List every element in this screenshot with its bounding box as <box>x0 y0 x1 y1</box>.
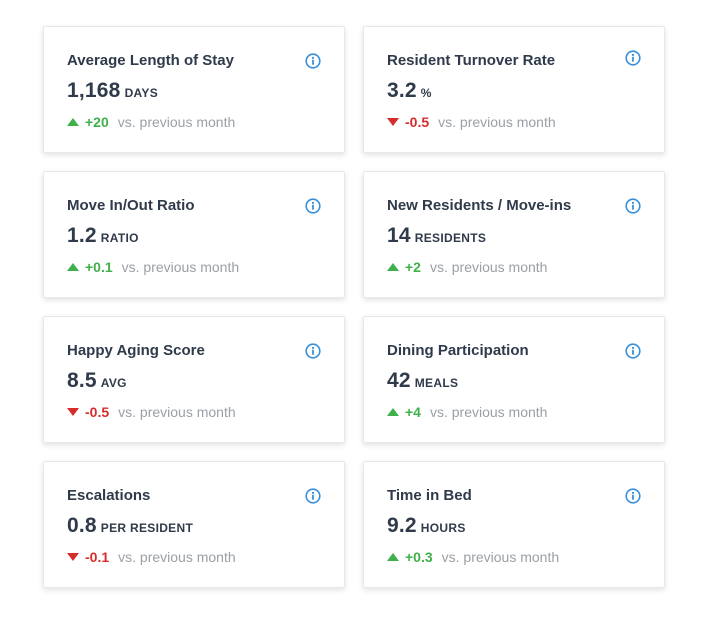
metric-unit: PER RESIDENT <box>100 521 194 535</box>
metric-value: 42 <box>387 369 411 392</box>
metric-card-move-in-out-ratio: Move In/Out Ratio 1.2 RATIO +0.1 vs. prev… <box>43 171 345 298</box>
metric-delta: +0.3 <box>405 549 433 565</box>
metric-delta: +0.1 <box>85 259 113 275</box>
trend-down-arrow-icon <box>67 408 79 416</box>
trend-up-arrow-icon <box>387 408 399 416</box>
metric-card-happy-aging-score: Happy Aging Score 8.5 AVG -0.5 vs. previo… <box>43 316 345 443</box>
info-icon[interactable] <box>305 198 321 214</box>
metric-delta: +4 <box>405 404 421 420</box>
metric-trend: +0.1 vs. previous month <box>67 259 239 275</box>
metric-trend: +2 vs. previous month <box>387 259 547 275</box>
metric-comparison: vs. previous month <box>438 114 556 130</box>
metric-title: Time in Bed <box>387 487 472 504</box>
metric-title: New Residents / Move-ins <box>387 197 572 214</box>
metric-comparison: vs. previous month <box>429 404 548 420</box>
metric-delta: +2 <box>405 259 421 275</box>
metric-unit: % <box>420 86 432 100</box>
metric-value-row: 42 MEALS <box>387 369 458 393</box>
metric-comparison: vs. previous month <box>441 549 560 565</box>
metric-value: 3.2 <box>387 79 417 102</box>
trend-up-arrow-icon <box>387 263 399 271</box>
metric-value-row: 3.2% <box>387 79 432 103</box>
metric-value-row: 0.8 PER RESIDENT <box>67 514 193 538</box>
metric-title: Move In/Out Ratio <box>67 197 195 214</box>
metric-trend: +0.3 vs. previous month <box>387 549 559 565</box>
metric-value-row: 1,168 DAYS <box>67 79 158 103</box>
metric-delta: -0.1 <box>85 549 110 565</box>
metric-value: 1,168 <box>67 79 121 102</box>
metric-title: Resident Turnover Rate <box>387 52 556 69</box>
metric-title: Happy Aging Score <box>67 342 205 359</box>
metric-unit: MEALS <box>414 376 459 390</box>
info-icon[interactable] <box>625 488 641 504</box>
metric-value: 9.2 <box>387 514 417 537</box>
metric-value: 14 <box>387 224 411 247</box>
metric-comparison: vs. previous month <box>429 259 548 275</box>
trend-down-arrow-icon <box>67 553 79 561</box>
metric-card-escalations: Escalations 0.8 PER RESIDENT -0.1 vs. pre… <box>43 461 345 588</box>
info-icon[interactable] <box>625 198 641 214</box>
metric-trend: -0.5 vs. previous month <box>387 114 556 130</box>
metric-delta: +20 <box>85 114 109 130</box>
info-icon[interactable] <box>305 488 321 504</box>
metric-card-dining-participation: Dining Participation 42 MEALS +4 vs. prev… <box>363 316 665 443</box>
metric-card-time-in-bed: Time in Bed 9.2 HOURS +0.3 vs. previous m… <box>363 461 665 588</box>
metric-trend: +20 vs. previous month <box>67 114 235 130</box>
metric-value: 1.2 <box>67 224 97 247</box>
trend-up-arrow-icon <box>387 553 399 561</box>
metric-title: Average Length of Stay <box>67 52 234 69</box>
metric-unit: RESIDENTS <box>414 231 487 245</box>
metric-card-average-length-of-stay: Average Length of Stay 1,168 DAYS +20 vs.… <box>43 26 345 153</box>
metric-value-row: 9.2 HOURS <box>387 514 466 538</box>
metric-title: Dining Participation <box>387 342 529 359</box>
metric-comparison: vs. previous month <box>118 404 236 420</box>
metric-title: Escalations <box>67 487 151 504</box>
info-icon[interactable] <box>305 343 321 359</box>
metric-card-new-residents: New Residents / Move-ins 14 RESIDENTS +2 … <box>363 171 665 298</box>
metric-delta: -0.5 <box>85 404 110 420</box>
metric-value: 0.8 <box>67 514 97 537</box>
trend-down-arrow-icon <box>387 118 399 126</box>
info-icon[interactable] <box>625 343 641 359</box>
metric-delta: -0.5 <box>405 114 430 130</box>
metric-value-row: 14 RESIDENTS <box>387 224 486 248</box>
trend-up-arrow-icon <box>67 118 79 126</box>
metric-unit: RATIO <box>100 231 139 245</box>
metric-unit: AVG <box>100 376 127 390</box>
metric-card-resident-turnover-rate: Resident Turnover Rate 3.2% -0.5 vs. pre… <box>363 26 665 153</box>
metric-unit: HOURS <box>420 521 466 535</box>
metric-comparison: vs. previous month <box>117 114 236 130</box>
metric-unit: DAYS <box>124 86 159 100</box>
metric-value-row: 1.2 RATIO <box>67 224 139 248</box>
trend-up-arrow-icon <box>67 263 79 271</box>
metric-trend: -0.1 vs. previous month <box>67 549 236 565</box>
metric-trend: +4 vs. previous month <box>387 404 547 420</box>
metric-value-row: 8.5 AVG <box>67 369 127 393</box>
info-icon[interactable] <box>305 53 321 69</box>
metric-trend: -0.5 vs. previous month <box>67 404 236 420</box>
info-icon[interactable] <box>625 50 641 66</box>
metric-value: 8.5 <box>67 369 97 392</box>
metric-comparison: vs. previous month <box>121 259 240 275</box>
metric-comparison: vs. previous month <box>118 549 236 565</box>
